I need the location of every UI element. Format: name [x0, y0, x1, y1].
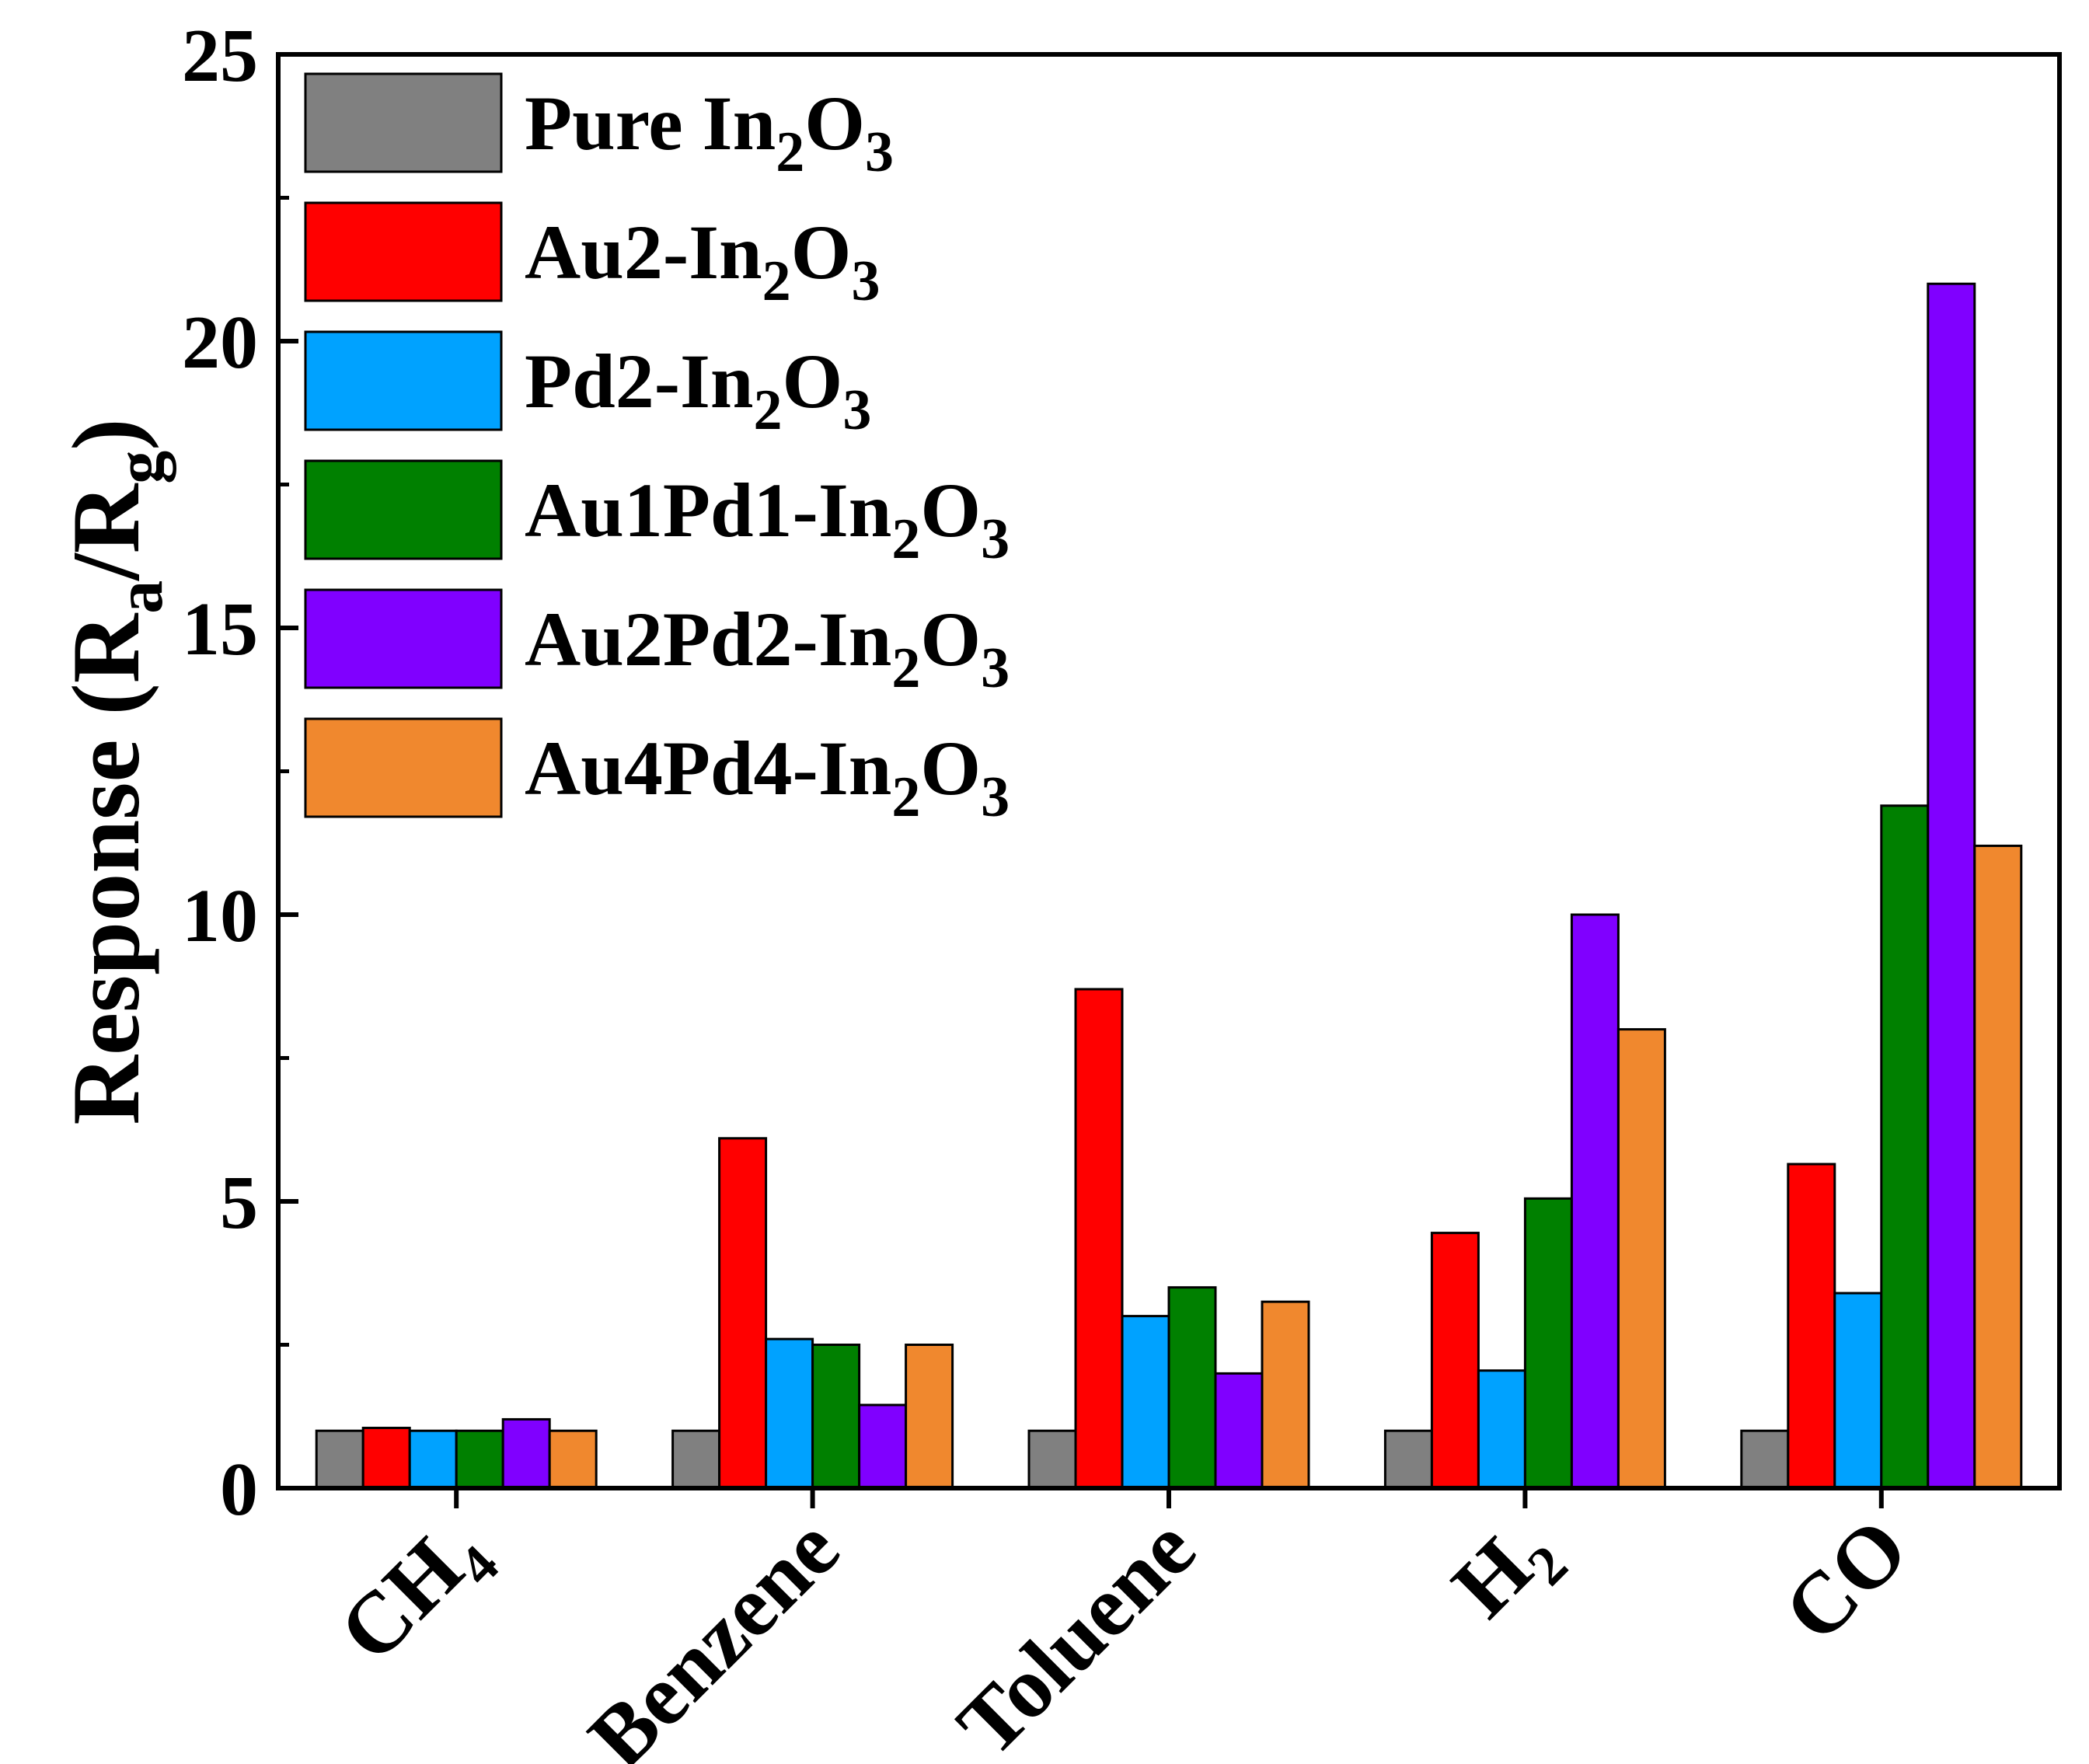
bar-au1pd1-in2o3-ch4 — [455, 1429, 504, 1490]
y-label-sub-a: a — [102, 580, 176, 614]
bar-au2pd2-in2o3-h2 — [1570, 913, 1620, 1490]
legend-subscript: 2 — [891, 636, 920, 700]
y-axis-label: Response (Ra/Rg) — [53, 418, 176, 1124]
bar-au2-in2o3-toluene — [1074, 988, 1124, 1490]
bar-au2pd2-in2o3-benzene — [858, 1403, 908, 1490]
x-tick-label: Benzene — [570, 1500, 857, 1764]
legend-subscript: 3 — [865, 120, 894, 184]
legend-subscript: 2 — [891, 507, 920, 571]
bar-pd2-in2o3-toluene — [1121, 1315, 1170, 1490]
y-tick-label: 10 — [182, 874, 258, 958]
legend-swatch-au2pd2-in2o3 — [304, 588, 503, 689]
bar-au4pd4-in2o3-benzene — [905, 1344, 954, 1490]
legend-label-prefix: Au1Pd1-In — [525, 467, 891, 553]
category-label-main: Benzene — [570, 1500, 857, 1764]
legend-subscript: 3 — [842, 378, 871, 442]
legend-subscript: 3 — [981, 765, 1010, 829]
bar-au4pd4-in2o3-co — [1973, 844, 2023, 1490]
bar-pure in2o3-toluene — [1027, 1429, 1077, 1490]
legend-swatch-au1pd1-in2o3 — [304, 459, 503, 560]
bar-pd2-in2o3-co — [1833, 1292, 1883, 1490]
legend-swatch-au2-in2o3 — [304, 201, 503, 302]
legend-subscript: 2 — [754, 378, 783, 442]
axes-layer: 0 5 10 15 20 25 — [182, 14, 2062, 1532]
y-label-text: /R — [53, 483, 159, 581]
bar-pd2-in2o3-h2 — [1477, 1369, 1526, 1490]
legend-label-o: O — [920, 596, 981, 682]
x-tick-label: Toluene — [939, 1500, 1213, 1764]
legend: Pure In2O3Au2-In2O3Pd2-In2O3Au1Pd1-In2O3… — [304, 72, 1010, 829]
bar-au4pd4-in2o3-h2 — [1616, 1028, 1666, 1490]
y-label-sub-g: g — [102, 451, 176, 484]
category-label-main: CO — [1766, 1500, 1926, 1660]
legend-label: Au4Pd4-In2O3 — [525, 725, 1010, 829]
bars-layer — [315, 282, 2023, 1490]
legend-label-prefix: Au2Pd2-In — [525, 596, 891, 682]
y-tick-label: 5 — [220, 1161, 258, 1245]
legend-label: Au2-In2O3 — [525, 209, 880, 313]
bar-au1pd1-in2o3-h2 — [1523, 1197, 1573, 1490]
bar-au2-in2o3-co — [1787, 1163, 1836, 1490]
bar-au2pd2-in2o3-co — [1927, 282, 1976, 1490]
legend-label-o: O — [920, 725, 981, 811]
legend-label-o: O — [783, 338, 843, 424]
legend-label-prefix: Au2-In — [525, 209, 762, 295]
y-label-text: ) — [53, 418, 159, 450]
bar-pd2-in2o3-ch4 — [408, 1429, 458, 1490]
legend-label-o: O — [804, 80, 865, 166]
legend-label-prefix: Pd2-In — [525, 338, 754, 424]
legend-label: Au1Pd1-In2O3 — [525, 467, 1010, 571]
legend-subscript: 3 — [981, 507, 1010, 571]
bar-pure in2o3-co — [1740, 1429, 1790, 1490]
y-tick-label: 25 — [182, 14, 258, 98]
y-tick-label: 20 — [182, 301, 258, 385]
bar-au1pd1-in2o3-benzene — [811, 1344, 861, 1490]
category-label-main: Toluene — [939, 1500, 1213, 1764]
y-label-text: Response (R — [53, 612, 159, 1124]
x-tick-label: CO — [1766, 1500, 1926, 1660]
bar-au2pd2-in2o3-ch4 — [501, 1417, 551, 1490]
legend-label-o: O — [791, 209, 852, 295]
bar-pure in2o3-benzene — [671, 1429, 721, 1490]
bar-au4pd4-in2o3-ch4 — [548, 1429, 598, 1490]
legend-label: Pd2-In2O3 — [525, 338, 871, 442]
bar-pd2-in2o3-benzene — [765, 1337, 814, 1490]
legend-swatch-pd2-in2o3 — [304, 330, 503, 431]
x-tick-label: H2 — [1434, 1500, 1579, 1645]
bar-pure in2o3-ch4 — [315, 1429, 364, 1490]
legend-subscript: 3 — [851, 249, 880, 313]
y-tick-label: 15 — [182, 587, 258, 671]
bar-au2-in2o3-ch4 — [361, 1427, 411, 1490]
y-tick-label: 0 — [220, 1448, 258, 1532]
bar-au2-in2o3-h2 — [1430, 1232, 1480, 1490]
legend-label: Au2Pd2-In2O3 — [525, 596, 1010, 700]
legend-label: Pure In2O3 — [525, 80, 894, 184]
bar-pure in2o3-h2 — [1383, 1429, 1433, 1490]
legend-subscript: 2 — [762, 249, 791, 313]
x-tick-label: CH4 — [321, 1500, 511, 1689]
legend-subscript: 2 — [891, 765, 920, 829]
bar-au4pd4-in2o3-toluene — [1261, 1300, 1310, 1490]
bar-au2-in2o3-benzene — [718, 1137, 768, 1490]
legend-subscript: 3 — [981, 636, 1010, 700]
bar-au1pd1-in2o3-co — [1880, 804, 1930, 1490]
bar-au1pd1-in2o3-toluene — [1167, 1286, 1217, 1490]
legend-swatch-pure in2o3 — [304, 72, 503, 173]
legend-label-prefix: Au4Pd4-In — [525, 725, 891, 811]
legend-swatch-au4pd4-in2o3 — [304, 717, 503, 818]
legend-label-o: O — [920, 467, 981, 553]
legend-label-prefix: Pure In — [525, 80, 776, 166]
bar-au2pd2-in2o3-toluene — [1214, 1372, 1264, 1490]
legend-subscript: 2 — [776, 120, 804, 184]
